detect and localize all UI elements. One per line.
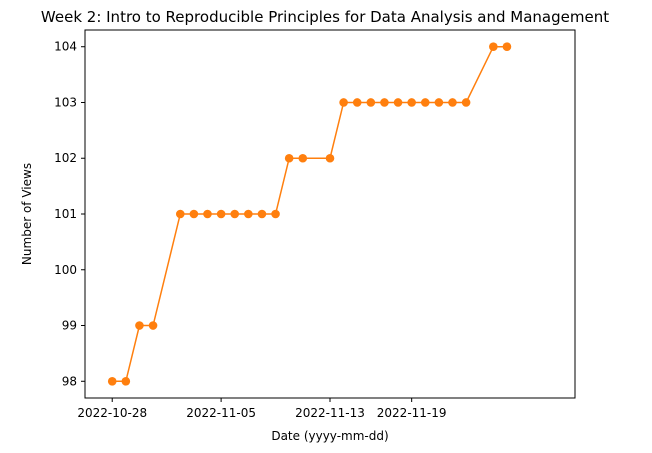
y-tick-label: 101 [54,207,77,221]
data-point [339,98,348,107]
x-axis-label: Date (yyyy-mm-dd) [271,429,388,443]
data-point [216,209,226,219]
data-point [448,98,457,107]
data-point [352,98,362,107]
x-tick-label: 2022-11-19 [377,406,447,420]
data-point [284,153,294,163]
data-point [175,209,185,219]
data-point [325,153,335,163]
x-tick-label: 2022-11-13 [295,406,365,420]
data-point [107,376,117,386]
data-point [434,98,444,107]
data-point [489,42,498,52]
chart-title: Week 2: Intro to Reproducible Principles… [41,8,609,26]
data-point [298,153,308,163]
data-point [257,209,267,219]
data-point [244,209,253,219]
y-tick-label: 98 [62,374,77,388]
y-tick-label: 100 [54,263,77,277]
x-tick-label: 2022-10-28 [77,406,147,420]
data-point [271,209,280,219]
data-point [407,98,416,107]
data-point [148,321,158,330]
y-tick-label: 99 [62,319,77,333]
y-tick-label: 103 [54,95,77,109]
y-tick-label: 104 [54,40,77,54]
plot-lines-layer [112,45,507,383]
data-point [203,209,212,219]
data-point [420,98,430,107]
x-tick-label: 2022-11-05 [186,406,256,420]
data-point [121,376,131,386]
data-point [380,98,389,107]
data-point [461,98,471,107]
data-point [135,321,144,330]
y-axis-label: Number of Views [20,163,34,265]
data-point [230,209,240,219]
y-axis: 98 99 100 101 102 103 104 [54,40,85,388]
data-point [393,98,403,107]
plot-frame [84,29,576,399]
series-line [112,45,507,383]
data-point [366,98,376,107]
data-point [189,209,199,219]
x-axis: 2022-10-28 2022-11-05 2022-11-13 2022-11-19 [77,398,447,420]
y-tick-label: 102 [54,151,77,165]
plot-points-layer [107,42,512,386]
data-point [502,42,512,52]
